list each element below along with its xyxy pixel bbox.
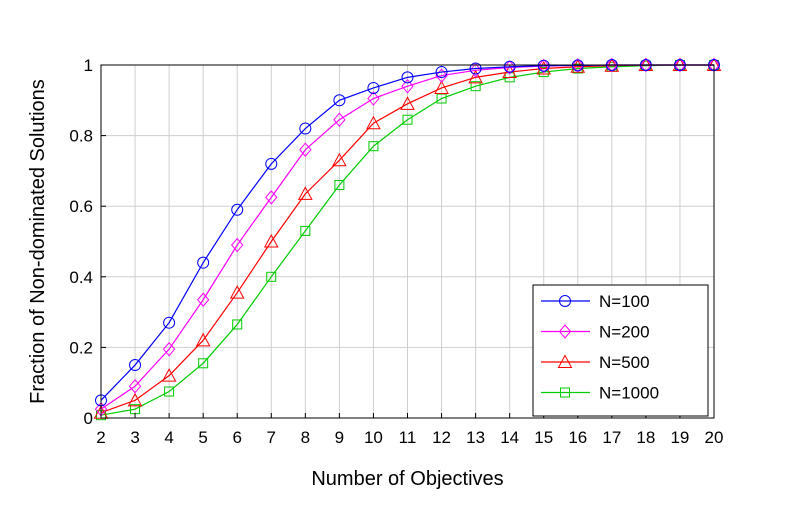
data-point-triangle bbox=[297, 186, 313, 200]
data-point-diamond bbox=[435, 68, 448, 83]
x-tick-label: 6 bbox=[232, 428, 241, 447]
data-point-square bbox=[164, 386, 175, 397]
x-tick-label: 17 bbox=[602, 428, 621, 447]
legend-label: N=500 bbox=[599, 353, 650, 372]
data-point-diamond bbox=[605, 57, 618, 73]
data-point-circle bbox=[197, 256, 210, 269]
data-point-circle bbox=[333, 94, 346, 107]
data-point-square bbox=[300, 225, 311, 236]
x-tick-label: 13 bbox=[466, 428, 485, 447]
data-point-triangle bbox=[434, 80, 449, 94]
data-point-diamond bbox=[571, 58, 584, 73]
data-point-diamond bbox=[333, 112, 346, 127]
x-axis-ticks: 2 3 4 5 6 7 8 9 10 11 12 13 14 15 16 17 18 19 20 bbox=[96, 413, 723, 447]
data-point-circle bbox=[163, 316, 176, 329]
data-point-circle bbox=[435, 66, 448, 79]
x-tick-label: 5 bbox=[198, 428, 207, 447]
data-point-diamond bbox=[197, 292, 210, 308]
y-axis-ticks: 0 0.2 0.4 0.6 0.8 1 bbox=[69, 56, 106, 428]
data-point-circle bbox=[231, 203, 244, 216]
x-tick-label: 4 bbox=[164, 428, 173, 447]
legend-entry: N=100 bbox=[541, 292, 650, 311]
data-point-diamond bbox=[231, 237, 244, 253]
data-point-square bbox=[232, 319, 243, 330]
data-point-circle bbox=[265, 157, 278, 170]
data-point-triangle bbox=[195, 332, 211, 347]
data-point-diamond bbox=[128, 378, 142, 394]
x-tick-label: 19 bbox=[670, 428, 689, 447]
legend-entry: N=500 bbox=[541, 353, 650, 372]
x-tick-label: 10 bbox=[364, 428, 383, 447]
y-tick-label: 0.6 bbox=[69, 197, 93, 216]
data-point-diamond bbox=[673, 57, 687, 73]
x-tick-label: 9 bbox=[335, 428, 344, 447]
x-axis-title: Number of Objectives bbox=[311, 468, 503, 490]
y-tick-label: 0.4 bbox=[69, 268, 93, 287]
x-tick-label: 15 bbox=[534, 428, 553, 447]
data-point-diamond bbox=[265, 190, 278, 205]
data-point-square bbox=[436, 93, 447, 104]
data-point-diamond bbox=[558, 324, 572, 339]
y-tick-label: 0.2 bbox=[69, 338, 93, 357]
data-point-diamond bbox=[639, 57, 653, 73]
x-tick-label: 18 bbox=[636, 428, 655, 447]
data-point-circle bbox=[129, 359, 142, 372]
data-point-triangle bbox=[366, 115, 381, 130]
data-point-diamond bbox=[401, 78, 414, 94]
x-tick-label: 12 bbox=[432, 428, 451, 447]
series-line bbox=[100, 64, 714, 414]
x-tick-label: 14 bbox=[500, 428, 519, 447]
data-point-diamond bbox=[162, 341, 176, 357]
data-point-triangle bbox=[468, 69, 483, 84]
x-tick-label: 8 bbox=[301, 428, 310, 447]
data-point-square bbox=[538, 67, 549, 78]
legend-box bbox=[532, 284, 709, 417]
x-tick-label: 7 bbox=[267, 428, 276, 447]
legend-label: N=1000 bbox=[599, 384, 659, 403]
data-point-diamond bbox=[537, 58, 550, 74]
data-point-circle bbox=[299, 122, 312, 135]
data-point-triangle bbox=[400, 96, 415, 110]
data-point-circle bbox=[503, 60, 516, 73]
x-tick-label: 2 bbox=[96, 428, 105, 447]
x-tick-label: 16 bbox=[568, 428, 587, 447]
data-point-triangle bbox=[229, 285, 245, 299]
data-point-triangle bbox=[557, 354, 573, 368]
y-tick-label: 0.8 bbox=[69, 127, 93, 146]
series-line bbox=[100, 64, 714, 416]
y-tick-label: 0 bbox=[84, 409, 93, 428]
x-tick-label: 3 bbox=[130, 428, 139, 447]
y-tick-label: 1 bbox=[84, 56, 93, 75]
data-point-triangle bbox=[127, 392, 143, 407]
y-axis-title: Fraction of Non-dominated Solutions bbox=[27, 79, 49, 404]
legend: N=100 N=200 N=500 N=1000 bbox=[532, 284, 709, 417]
data-point-diamond bbox=[367, 91, 380, 106]
legend-label: N=100 bbox=[599, 292, 650, 311]
data-point-circle bbox=[559, 295, 571, 307]
legend-label: N=200 bbox=[599, 323, 650, 342]
data-point-square bbox=[198, 358, 209, 369]
data-point-triangle bbox=[161, 368, 177, 382]
data-point-square bbox=[402, 114, 413, 125]
data-point-square bbox=[266, 271, 277, 282]
legend-entry: N=1000 bbox=[541, 384, 659, 403]
data-point-square bbox=[470, 81, 481, 92]
data-point-square bbox=[368, 141, 379, 152]
data-point-square bbox=[560, 387, 570, 398]
x-tick-label: 20 bbox=[705, 428, 724, 447]
x-tick-label: 11 bbox=[399, 428, 417, 447]
data-point-triangle bbox=[332, 152, 347, 167]
data-point-square bbox=[334, 180, 345, 191]
data-point-circle bbox=[469, 62, 482, 75]
legend-entry: N=200 bbox=[541, 323, 650, 342]
data-point-circle bbox=[401, 71, 414, 84]
data-point-circle bbox=[537, 59, 550, 72]
data-point-diamond bbox=[299, 142, 312, 157]
data-point-triangle bbox=[263, 233, 279, 248]
data-point-circle bbox=[367, 81, 380, 94]
